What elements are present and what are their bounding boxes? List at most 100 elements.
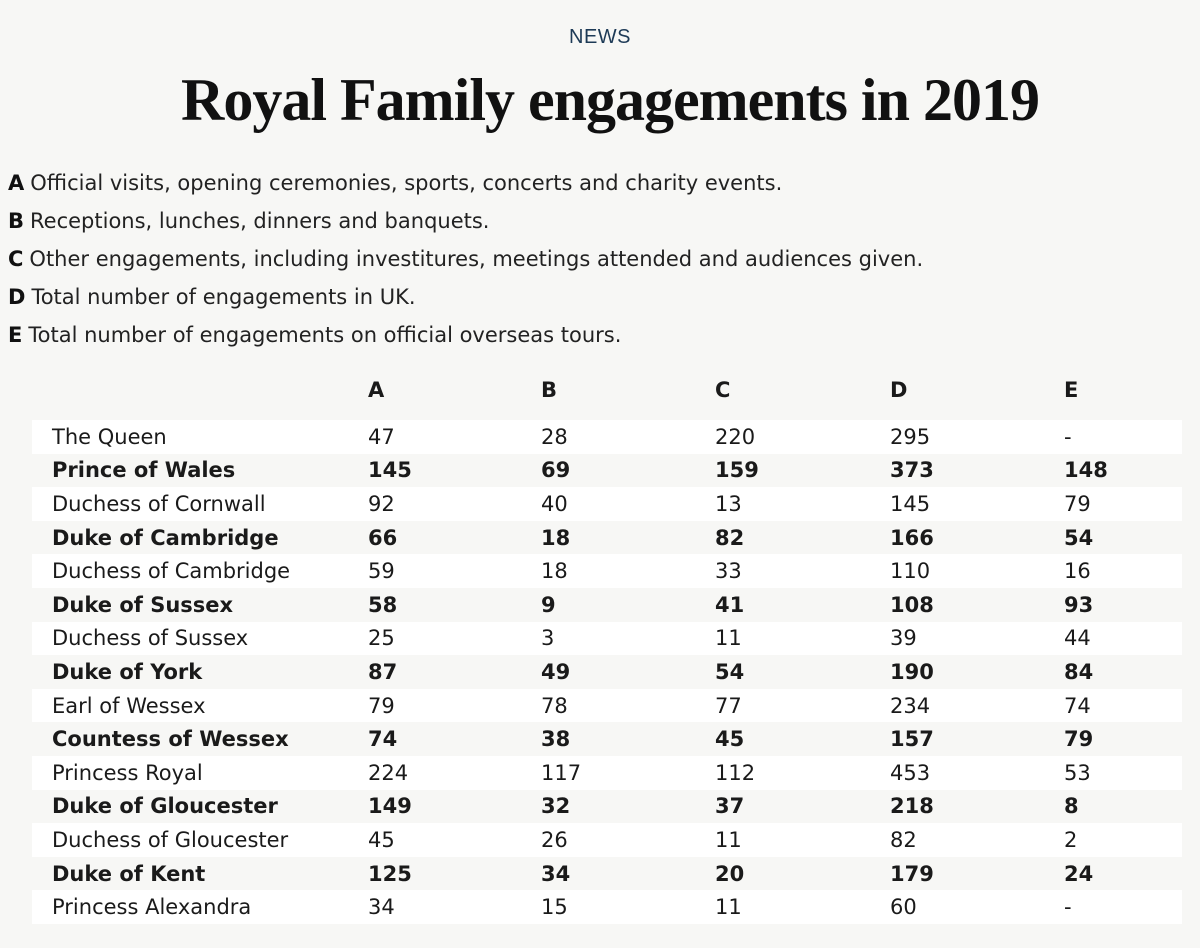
value-cell-d: 145 [890,491,931,516]
value-cell-d: 179 [890,861,934,886]
value-cell-a: 125 [368,861,412,886]
value-cell-d: 218 [890,794,934,819]
table-row: Duke of Cambridge 66 18 82 166 54 [32,520,1182,555]
value-cell-a: 87 [368,659,398,684]
royal-name-cell: Duchess of Sussex [52,626,249,651]
table-header: A B C D E [32,360,1182,420]
value-cell-b: 18 [541,559,568,584]
value-cell-b: 26 [541,827,568,852]
value-cell-c: 159 [715,458,759,483]
value-cell-e: 79 [1064,491,1091,516]
value-cell-b: 9 [541,592,556,617]
value-cell-e: 84 [1064,659,1094,684]
table-row: Duke of York 87 49 54 190 84 [32,655,1182,689]
value-cell-a: 74 [368,727,398,752]
royal-name-cell: Prince of Wales [52,458,236,483]
table-body: The Queen 47 28 220 295- Prince of Wales 145 69… [32,420,1182,924]
royal-name-cell: Duchess of Cambridge [52,559,291,584]
value-cell-e: 93 [1064,592,1094,617]
value-cell-d: 295 [890,424,931,449]
legend-item: E Total number of engagements on official… [8,316,1188,354]
value-cell-d: 110 [890,559,931,584]
value-cell-e: 79 [1064,727,1094,752]
royal-name-cell: Duke of York [52,659,203,684]
value-cell-b: 18 [541,525,571,550]
value-cell-c: 37 [715,794,745,819]
header-b: B [541,378,558,402]
table-row: Duchess of Sussex 25 3 11 39 44 [32,621,1182,656]
header-name [32,360,368,420]
table-row: Duchess of Cornwall 92 40 13 145 79 [32,487,1182,521]
value-cell-b: 49 [541,659,571,684]
value-cell-e: - [1064,895,1072,920]
legend-key: D [8,285,26,309]
section-tag-link[interactable]: NEWS [569,26,631,48]
value-cell-e: 53 [1064,760,1091,785]
value-cell-e: 2 [1064,827,1078,852]
header-row: A B C D E [32,360,1182,420]
value-cell-a: 58 [368,592,398,617]
value-cell-e: 148 [1064,458,1108,483]
legend-text: Receptions, lunches, dinners and banquet… [30,209,490,233]
page-title: Royal Family engagements in 2019 [181,67,1040,133]
royal-name-cell: The Queen [52,424,167,449]
table-row: Earl of Wessex 79 78 77 234 74 [32,688,1182,723]
table-row: Princess Alexandra 34 15 11 60 - [32,890,1182,924]
value-cell-a: 79 [368,693,395,718]
value-cell-d: 234 [890,693,931,718]
table-row: Prince of Wales 145 69 159 373 148 [32,453,1182,488]
value-cell-b: 78 [541,693,568,718]
value-cell-d: 190 [890,659,934,684]
royal-name-cell: Countess of Wessex [52,727,289,752]
value-cell-d: 157 [890,727,934,752]
royal-name-cell: Princess Royal [52,760,203,785]
royal-name-cell: Duchess of Cornwall [52,491,266,516]
value-cell-a: 25 [368,626,395,651]
value-cell-c: 45 [715,727,745,752]
value-cell-a: 145 [368,458,412,483]
legend-key: A [8,171,25,195]
value-cell-b: 117 [541,760,582,785]
value-cell-c: 11 [715,626,742,651]
value-cell-c: 13 [715,491,742,516]
engagements-table: A B C D E The Queen 47 28 220 295- Prince of … [32,360,1182,924]
value-cell-a: 92 [368,491,395,516]
value-cell-d: 60 [890,895,917,920]
column-legend: A Official visits, opening ceremonies, sp… [8,164,1188,354]
value-cell-d: 39 [890,626,917,651]
legend-text: Other engagements, including investiture… [29,247,924,271]
value-cell-d: 82 [890,827,917,852]
legend-item: B Receptions, lunches, dinners and banque… [8,202,1188,240]
legend-text: Total number of engagements in UK. [31,285,416,309]
table-row: Duke of Sussex 58 9 41 108 93 [32,587,1182,622]
royal-name-cell: Duke of Sussex [52,592,234,617]
legend-text: Official visits, opening ceremonies, spo… [30,171,783,195]
value-cell-b: 28 [541,424,568,449]
value-cell-c: 112 [715,760,756,785]
value-cell-d: 166 [890,525,934,550]
royal-name-cell: Duchess of Gloucester [52,827,289,852]
value-cell-b: 3 [541,626,555,651]
royal-name-cell: Duke of Kent [52,861,206,886]
value-cell-c: 20 [715,861,745,886]
royal-name-cell: Duke of Gloucester [52,794,278,819]
header-d: D [890,378,908,402]
value-cell-c: 41 [715,592,745,617]
value-cell-a: 59 [368,559,395,584]
value-cell-e: 16 [1064,559,1091,584]
table-row: Duke of Gloucester 149 32 37 218 8 [32,789,1182,824]
engagements-table-container: A B C D E The Queen 47 28 220 295- Prince of … [32,360,1182,924]
legend-item: C Other engagements, including investitur… [8,240,1188,278]
value-cell-e: 54 [1064,525,1094,550]
value-cell-a: 47 [368,424,395,449]
table-row: Duke of Kent 125 34 20 179 24 [32,856,1182,891]
table-row: Duchess of Gloucester 45 26 11 82 2 [32,823,1182,857]
value-cell-c: 82 [715,525,745,550]
value-cell-a: 45 [368,827,395,852]
header-c: C [715,378,731,402]
value-cell-c: 11 [715,895,742,920]
header-a: A [368,378,385,402]
value-cell-c: 33 [715,559,742,584]
table-row: Countess of Wessex 74 38 45 157 79 [32,722,1182,756]
